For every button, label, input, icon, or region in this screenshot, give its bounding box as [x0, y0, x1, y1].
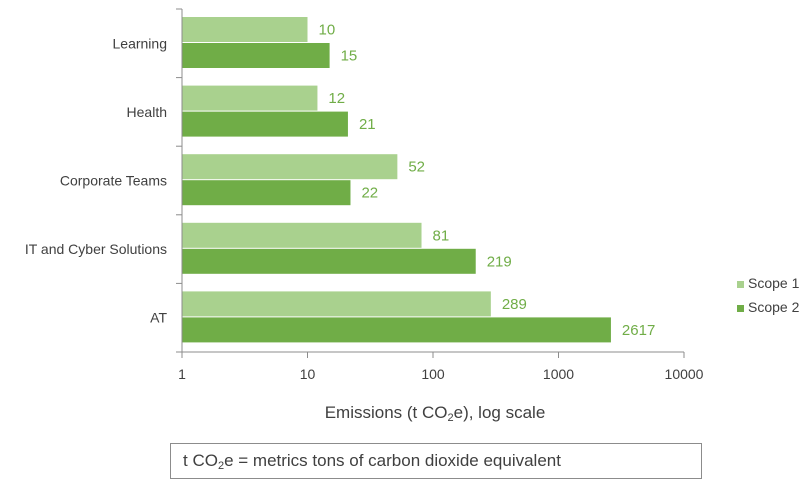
bar-scope2-1 [182, 112, 348, 137]
data-label: 10 [319, 22, 336, 39]
legend-label: Scope 1 [748, 275, 800, 291]
x-tick-label: 10 [300, 366, 316, 382]
bar-scope2-3 [182, 249, 476, 274]
category-label: Corporate Teams [60, 173, 167, 189]
legend-label: Scope 2 [748, 299, 800, 315]
data-label: 2617 [622, 322, 655, 339]
category-label: Learning [113, 35, 168, 51]
data-label: 289 [502, 296, 527, 313]
bar-scope2-2 [182, 180, 350, 205]
data-label: 21 [359, 116, 376, 133]
category-label: IT and Cyber Solutions [25, 241, 167, 257]
x-tick-label: 100 [421, 366, 445, 382]
data-label: 219 [487, 253, 512, 270]
data-label: 15 [341, 48, 358, 65]
data-label: 22 [361, 185, 378, 202]
bar-scope1-2 [182, 154, 397, 179]
bar-scope1-4 [182, 291, 491, 316]
x-tick-label: 1000 [543, 366, 574, 382]
legend-swatch-scope2 [737, 305, 744, 312]
category-label: AT [150, 310, 167, 326]
data-label: 12 [328, 90, 345, 107]
unit-note: t CO2e = metrics tons of carbon dioxide … [170, 443, 702, 479]
bar-scope1-1 [182, 86, 317, 111]
data-label: 52 [408, 159, 425, 176]
bar-chart: 10 15 Learning 12 21 Health 52 22 Corporate Team… [0, 0, 805, 440]
category-label: Health [127, 104, 167, 120]
data-label: 81 [433, 227, 450, 244]
x-tick-label: 10000 [665, 366, 704, 382]
x-tick-label: 1 [178, 366, 186, 382]
bar-scope1-3 [182, 223, 422, 248]
legend-swatch-scope1 [737, 281, 744, 288]
bar-scope1-0 [182, 17, 308, 42]
x-axis-label: Emissions (t CO2e), log scale [0, 403, 805, 423]
bar-scope2-4 [182, 317, 611, 342]
bar-scope2-0 [182, 43, 330, 68]
